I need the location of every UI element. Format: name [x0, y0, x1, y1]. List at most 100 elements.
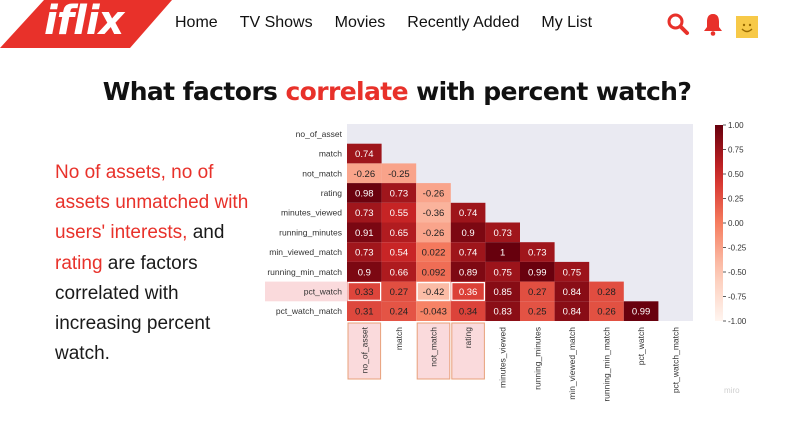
heatmap-cell	[347, 242, 382, 262]
heatmap-cell	[416, 222, 451, 243]
logo[interactable]: iflix	[44, 0, 124, 44]
heatmap-cell	[554, 261, 590, 282]
highlight-cell-outline	[451, 282, 486, 301]
row-label: rating	[321, 188, 343, 198]
highlight-row-label-bg	[265, 281, 347, 302]
heatmap-cell	[520, 261, 555, 282]
cell-label: -0.36	[423, 208, 445, 219]
heatmap-cell	[381, 222, 417, 243]
heatmap-cell	[554, 301, 590, 321]
row-label: pct_watch	[304, 286, 343, 296]
heatmap-cell	[381, 301, 417, 321]
heatmap-cell	[347, 261, 382, 282]
colorbar-tick-label: -1.00	[728, 317, 747, 326]
cell-label: 0.75	[493, 267, 512, 278]
cell-label: -0.42	[423, 287, 445, 298]
cell-label: 0.24	[390, 307, 409, 318]
para-mid-1: and	[187, 222, 225, 244]
heatmap-cell	[416, 202, 451, 223]
para-red-1: No of assets, no of assets unmatched wit…	[55, 162, 249, 244]
cell-label: -0.25	[388, 169, 410, 180]
heatmap-cell	[416, 242, 451, 262]
cell-label: 0.84	[563, 307, 582, 318]
heatmap-cell	[623, 301, 659, 321]
header-icons	[666, 12, 770, 41]
heatmap-cell	[416, 261, 451, 282]
colorbar	[715, 125, 723, 321]
cell-label: -0.043	[420, 307, 447, 318]
heatmap-cell	[520, 242, 555, 262]
cell-label: 0.33	[355, 287, 374, 298]
colorbar-tick-label: 1.00	[728, 121, 744, 130]
bell-icon[interactable]	[702, 12, 724, 41]
avatar[interactable]	[736, 15, 758, 38]
logo-banner[interactable]	[0, 0, 172, 48]
cell-label: 0.73	[493, 228, 512, 239]
row-label: not_match	[302, 168, 342, 178]
heatmap-cell	[347, 183, 382, 203]
cell-label: 1	[500, 248, 505, 259]
cell-label: 0.022	[422, 248, 446, 259]
column-label: no_of_asset	[359, 326, 369, 373]
heatmap-cell	[450, 281, 486, 302]
title-before: What factors	[102, 77, 286, 106]
cell-label: 0.89	[459, 267, 478, 278]
heatmap-cell	[450, 261, 486, 282]
row-label: minutes_viewed	[281, 208, 342, 218]
heatmap-cell	[381, 202, 417, 223]
heatmap-cell	[347, 281, 382, 302]
heatmap-cell	[347, 202, 382, 223]
cell-label: -0.26	[353, 169, 375, 180]
heatmap-cell	[381, 183, 417, 203]
cell-label: 0.73	[390, 188, 409, 199]
nav-home[interactable]: Home	[175, 14, 218, 31]
search-icon[interactable]	[666, 12, 690, 41]
cell-label: 0.85	[493, 287, 512, 298]
row-label: match	[319, 149, 342, 159]
cell-label: 0.27	[390, 287, 409, 298]
highlight-column-label-bg	[416, 322, 451, 380]
heatmap-cell	[520, 281, 555, 302]
heatmap-cell	[381, 242, 417, 262]
cell-label: -0.26	[423, 188, 445, 199]
cell-label: 0.74	[459, 248, 478, 259]
heatmap-cell	[485, 281, 520, 302]
cell-label: 0.9	[358, 267, 371, 278]
para-mid-2: are factors correlated with increasing p…	[55, 252, 211, 365]
nav-my-list[interactable]: My List	[541, 14, 593, 31]
cell-label: 0.83	[493, 307, 512, 318]
cell-label: 0.26	[597, 307, 616, 318]
top-bar: iflix Home TV Shows Movies Recently Adde…	[0, 0, 794, 48]
nav-tv-shows[interactable]: TV Shows	[239, 14, 313, 31]
heatmap-cell	[520, 301, 555, 321]
heatmap-cell	[554, 281, 590, 302]
cell-label: 0.28	[597, 287, 616, 298]
heatmap-cell	[381, 261, 417, 282]
row-label: running_min_match	[267, 267, 342, 277]
cell-label: 0.74	[355, 149, 374, 160]
cell-label: -0.26	[423, 228, 445, 239]
cell-label: 0.25	[528, 307, 547, 318]
heatmap-cell	[450, 202, 486, 223]
cell-label: 0.9	[461, 228, 474, 239]
heatmap-cell	[416, 281, 451, 302]
heatmap-cell	[416, 183, 451, 203]
highlight-column-label-bg	[347, 322, 382, 380]
nav-movies[interactable]: Movies	[334, 14, 386, 31]
colorbar-tick-label: 0.25	[728, 195, 744, 204]
cell-label: 0.66	[390, 267, 409, 278]
heatmap-cell	[450, 222, 486, 243]
row-label: running_minutes	[279, 227, 342, 237]
column-label: rating	[463, 327, 473, 349]
cell-label: 0.91	[355, 228, 374, 239]
colorbar-tick-label: -0.25	[728, 244, 747, 253]
nav-recently-added[interactable]: Recently Added	[407, 14, 520, 31]
cell-label: 0.99	[528, 267, 547, 278]
cell-label: 0.27	[528, 287, 547, 298]
main-nav: Home TV Shows Movies Recently Added My L…	[175, 14, 614, 32]
colorbar-tick-label: 0.00	[728, 219, 744, 228]
heatmap-cell	[416, 301, 451, 321]
column-label: not_match	[429, 327, 439, 367]
heatmap-cell	[347, 301, 382, 321]
heatmap-cell	[381, 281, 417, 302]
